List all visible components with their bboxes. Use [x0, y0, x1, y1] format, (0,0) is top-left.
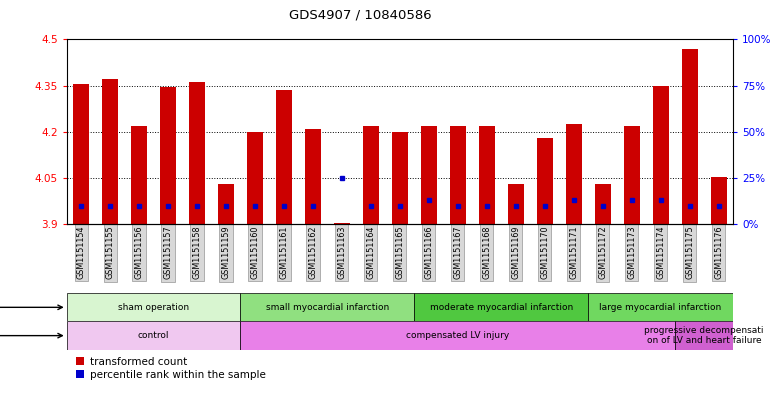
Legend: transformed count, percentile rank within the sample: transformed count, percentile rank withi… [72, 353, 270, 384]
Text: protocol: protocol [0, 302, 62, 312]
Bar [681, 49, 698, 224]
Bar [241, 321, 675, 350]
Text: large myocardial infarction: large myocardial infarction [600, 303, 722, 312]
Text: compensated LV injury: compensated LV injury [406, 331, 510, 340]
Bar [508, 184, 524, 224]
Text: progressive decompensati
on of LV and heart failure: progressive decompensati on of LV and he… [644, 326, 764, 345]
Bar [392, 132, 408, 224]
Bar [566, 124, 582, 224]
Bar [102, 79, 118, 224]
Bar [623, 126, 640, 224]
Bar [334, 223, 350, 224]
Bar [131, 126, 147, 224]
Bar [189, 83, 205, 224]
Bar [73, 84, 89, 224]
Text: disease state: disease state [0, 331, 62, 341]
Bar [421, 126, 437, 224]
Bar [160, 87, 176, 224]
Text: small myocardial infarction: small myocardial infarction [266, 303, 389, 312]
Bar [479, 126, 495, 224]
Bar [305, 129, 321, 224]
Bar [675, 321, 733, 350]
Bar [241, 293, 414, 321]
Text: control: control [138, 331, 169, 340]
Bar [67, 293, 241, 321]
Bar [652, 86, 669, 224]
Bar [414, 293, 588, 321]
Text: GDS4907 / 10840586: GDS4907 / 10840586 [289, 9, 432, 22]
Text: sham operation: sham operation [118, 303, 189, 312]
Bar [247, 132, 263, 224]
Bar [588, 293, 733, 321]
Bar [363, 126, 379, 224]
Bar [537, 138, 553, 224]
Bar [450, 126, 466, 224]
Bar [218, 184, 234, 224]
Bar [276, 90, 292, 224]
Bar [595, 184, 611, 224]
Bar [67, 321, 241, 350]
Bar [710, 176, 727, 224]
Text: moderate myocardial infarction: moderate myocardial infarction [430, 303, 573, 312]
